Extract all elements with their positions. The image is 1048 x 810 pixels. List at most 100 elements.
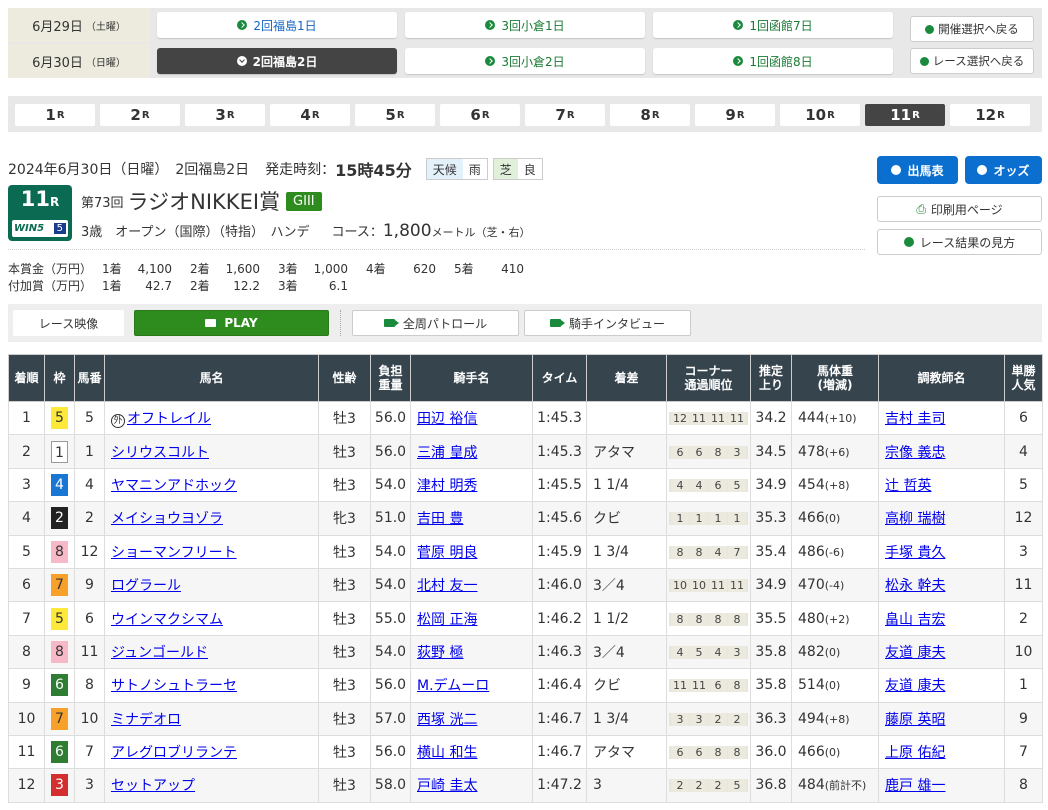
back-to-race-button[interactable]: レース選択へ戻る: [910, 48, 1034, 74]
jockey-link[interactable]: 菅原 明良: [417, 544, 478, 561]
race-header: 2024年6月30日（日曜） 2回福島2日 発走時刻： 15時45分 天候雨 芝…: [8, 157, 543, 181]
meeting-button[interactable]: 3回小倉2日: [405, 48, 645, 74]
corner-position: 2: [709, 779, 727, 793]
trainer-link[interactable]: 畠山 吉宏: [885, 611, 946, 628]
trainer-link[interactable]: 吉村 圭司: [885, 411, 946, 428]
jockey-link[interactable]: 荻野 極: [417, 644, 464, 661]
meeting-button[interactable]: 1回函館7日: [653, 12, 893, 38]
place: 1着: [102, 262, 122, 276]
body-weight: 470: [798, 577, 825, 594]
trainer-link[interactable]: 手塚 貴久: [885, 544, 946, 561]
jockey-link[interactable]: 横山 和生: [417, 745, 478, 762]
button-label: レース選択へ戻る: [932, 54, 1025, 68]
body-weight: 514: [798, 677, 825, 694]
weight: 54.0: [370, 467, 411, 503]
meeting-button[interactable]: 2回福島2日: [157, 48, 397, 74]
jockey-link[interactable]: 三浦 皇成: [417, 444, 478, 461]
race-r: R: [396, 109, 405, 121]
meeting-button[interactable]: 3回小倉1日: [405, 12, 645, 38]
horse-link[interactable]: ジュンゴールド: [111, 644, 209, 661]
trainer-link[interactable]: 友道 康夫: [885, 644, 946, 661]
trainer-link[interactable]: 松永 幹夫: [885, 578, 946, 595]
margin: 1 3/4: [586, 534, 667, 569]
interview-button[interactable]: 騎手インタビュー: [524, 310, 691, 336]
weight-change: (+8): [824, 712, 850, 726]
horse-link[interactable]: ショーマンフリート: [111, 544, 237, 561]
meeting-button[interactable]: 1回函館8日: [653, 48, 893, 74]
amount: 6.1: [328, 279, 348, 293]
play-button[interactable]: PLAY: [134, 310, 329, 336]
patrol-button[interactable]: 全周パトロール: [352, 310, 519, 336]
horse-link[interactable]: アレグロブリランテ: [111, 745, 237, 762]
back-to-meeting-button[interactable]: 開催選択へ戻る: [910, 16, 1034, 42]
trainer-link[interactable]: 高柳 瑞樹: [885, 511, 946, 528]
horse-link[interactable]: サトノシュトラーセ: [111, 678, 237, 695]
finish-position: 2: [8, 434, 45, 469]
jockey-link[interactable]: 津村 明秀: [417, 477, 478, 494]
race-number: 5: [385, 106, 396, 124]
waku-badge: 7: [51, 574, 68, 597]
jockey-link[interactable]: 北村 友一: [417, 578, 478, 595]
horse-link[interactable]: セットアップ: [111, 778, 195, 795]
corner-position: 2: [709, 712, 727, 726]
last-3f: 34.2: [750, 400, 792, 436]
horse-link[interactable]: メイショウヨゾラ: [111, 511, 223, 528]
meeting-button[interactable]: 2回福島1日: [157, 12, 397, 38]
corner-position: 11: [690, 679, 708, 693]
race-12-button[interactable]: 12 R: [950, 104, 1030, 126]
jockey-link[interactable]: 吉田 豊: [417, 511, 464, 528]
start-label: 発走時刻：: [265, 162, 336, 178]
entries-button[interactable]: 出馬表: [877, 156, 958, 184]
jockey-link[interactable]: 戸崎 圭太: [417, 778, 478, 795]
horse-link[interactable]: シリウスコルト: [111, 444, 209, 461]
trainer-link[interactable]: 上原 佑紀: [885, 745, 946, 762]
corner-position: 1: [671, 512, 689, 526]
trainer-link[interactable]: 藤原 英昭: [885, 711, 946, 728]
sex-age: 牡3: [318, 534, 371, 569]
jockey-link[interactable]: 松岡 正海: [417, 611, 478, 628]
horse-link[interactable]: ミナデオロ: [111, 711, 181, 728]
horse-link[interactable]: オフトレイル: [127, 411, 211, 428]
jockey-link[interactable]: 西塚 洸二: [417, 711, 478, 728]
track-badge: 芝良: [492, 158, 543, 180]
corner-position: 8: [690, 612, 708, 626]
corner-position: 1: [709, 512, 727, 526]
odds-button[interactable]: オッズ: [965, 156, 1042, 184]
win5-logo: WIN5 5: [12, 220, 68, 237]
corner-position: 3: [690, 712, 708, 726]
button-label: 印刷用ページ: [930, 202, 1003, 217]
finish-position: 8: [8, 634, 45, 670]
weight-change: (-4): [824, 579, 845, 593]
race-11-button[interactable]: 11 R: [865, 104, 945, 126]
jockey-link[interactable]: 田辺 裕信: [417, 411, 478, 428]
race-name: ラジオNIKKEI賞: [127, 190, 281, 214]
jockey-link[interactable]: M.デムーロ: [417, 678, 490, 695]
trainer-link[interactable]: 辻 哲英: [885, 477, 932, 494]
race-r: R: [311, 109, 320, 121]
date: 6月30日: [32, 55, 83, 71]
print-button[interactable]: ⎙ 印刷用ページ: [877, 196, 1042, 222]
trainer-link[interactable]: 鹿戸 雄一: [885, 778, 946, 795]
trainer-link[interactable]: 宗像 義忠: [885, 444, 946, 461]
howto-button[interactable]: レース結果の見方: [877, 229, 1042, 255]
margin: 3: [586, 768, 667, 803]
horse-link[interactable]: ヤマニンアドホック: [111, 477, 237, 494]
corner-position: 6: [709, 679, 727, 693]
trainer-link[interactable]: 友道 康夫: [885, 678, 946, 695]
race-10-button[interactable]: 10 R: [780, 104, 860, 126]
corner-position: 11: [690, 412, 708, 426]
horse-link[interactable]: ウインマクシマム: [111, 611, 223, 628]
horse-link[interactable]: ログラール: [111, 578, 181, 595]
corner-position: 8: [709, 445, 727, 459]
finish-position: 9: [8, 668, 45, 703]
